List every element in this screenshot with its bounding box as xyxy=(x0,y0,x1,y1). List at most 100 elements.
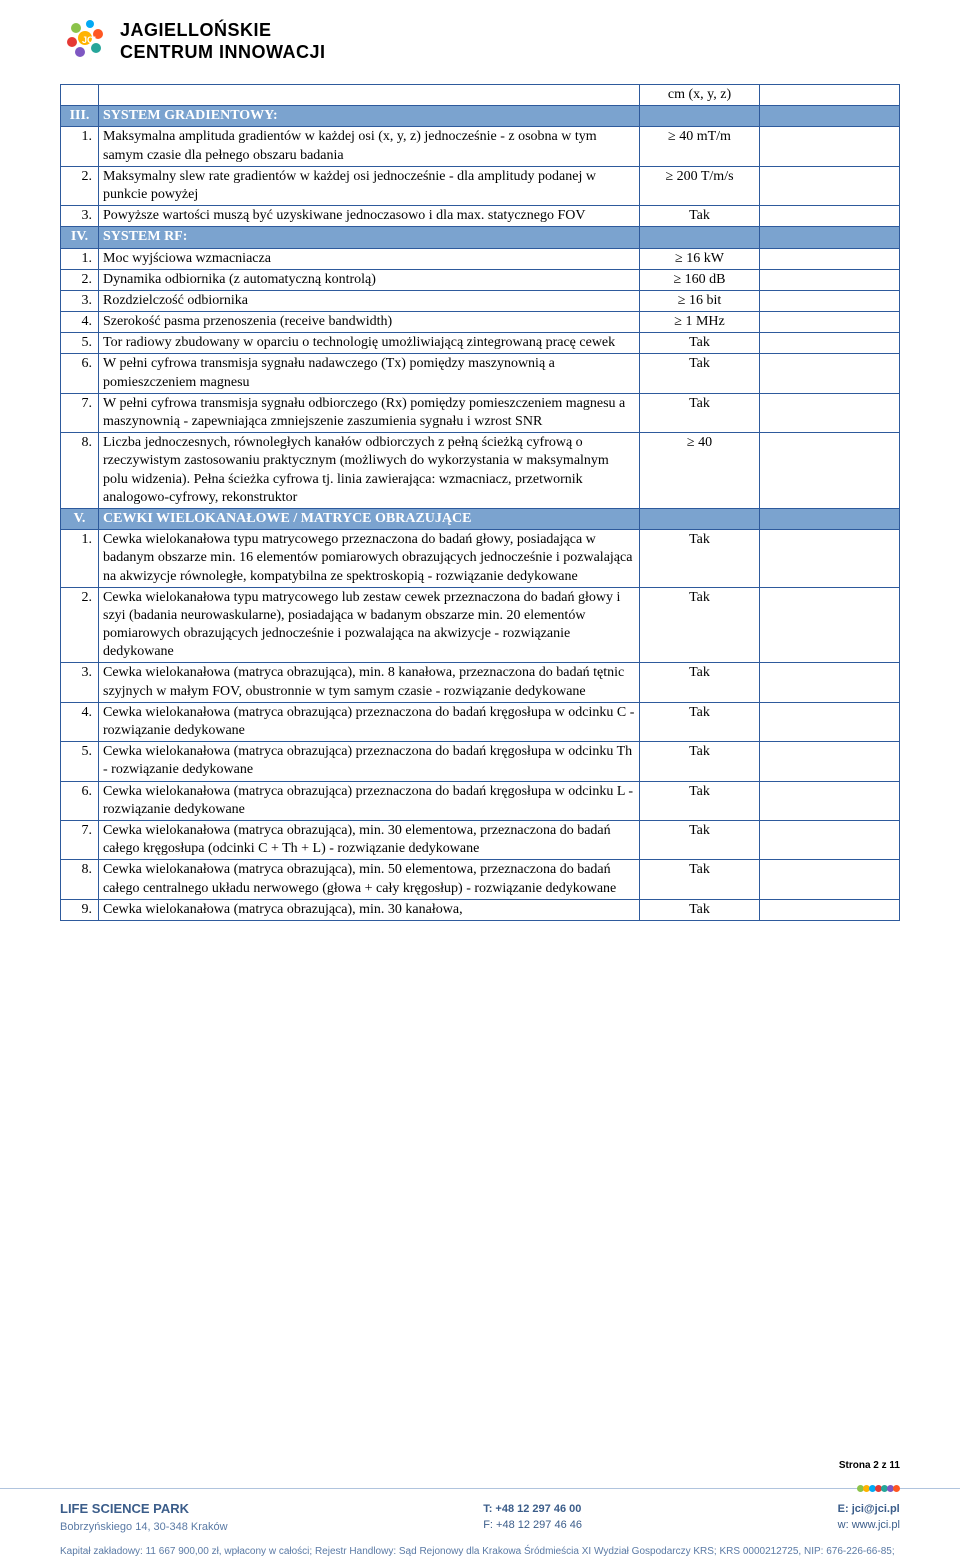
row-value: Tak xyxy=(640,742,760,781)
row-description: Cewka wielokanałowa (matryca obrazująca)… xyxy=(99,742,640,781)
section-header-iii: III. SYSTEM GRADIENTOWY: xyxy=(61,106,900,127)
row-number: 1. xyxy=(61,127,99,166)
row-description: Maksymalna amplituda gradientów w każdej… xyxy=(99,127,640,166)
section-title: SYSTEM RF: xyxy=(99,227,640,248)
row-blank xyxy=(760,702,900,741)
row-description: Maksymalny slew rate gradientów w każdej… xyxy=(99,166,640,205)
row-number: 9. xyxy=(61,899,99,920)
section-header-v: V. CEWKI WIELOKANAŁOWE / MATRYCE OBRAZUJ… xyxy=(61,508,900,529)
row-description: Dynamika odbiornika (z automatyczną kont… xyxy=(99,269,640,290)
row-value: ≥ 160 dB xyxy=(640,269,760,290)
section-num: IV. xyxy=(61,227,99,248)
row-number: 3. xyxy=(61,290,99,311)
footer-legal: Kapitał zakładowy: 11 667 900,00 zł, wpł… xyxy=(0,1541,960,1568)
spec-table: cm (x, y, z) III. SYSTEM GRADIENTOWY: 1.… xyxy=(60,84,900,921)
row-number: 8. xyxy=(61,433,99,509)
row-number: 5. xyxy=(61,742,99,781)
row-blank xyxy=(760,166,900,205)
table-row: 1.Cewka wielokanałowa typu matrycowego p… xyxy=(61,530,900,588)
table-row: 3.Rozdzielczość odbiornika≥ 16 bit xyxy=(61,290,900,311)
row-value: ≥ 16 kW xyxy=(640,248,760,269)
footer-phone: T: +48 12 297 46 00 F: +48 12 297 46 46 xyxy=(483,1501,582,1534)
row-blank xyxy=(760,269,900,290)
table-row: 7.W pełni cyfrowa transmisja sygnału odb… xyxy=(61,393,900,432)
table-row: 6.Cewka wielokanałowa (matryca obrazując… xyxy=(61,781,900,820)
row-value: ≥ 40 xyxy=(640,433,760,509)
row-description: Cewka wielokanałowa typu matrycowego prz… xyxy=(99,530,640,588)
table-row: 8.Liczba jednoczesnych, równoległych kan… xyxy=(61,433,900,509)
row-description: Cewka wielokanałowa typu matrycowego lub… xyxy=(99,587,640,663)
row-value: Tak xyxy=(640,663,760,702)
row-number: 4. xyxy=(61,702,99,741)
row-blank xyxy=(760,393,900,432)
row-value: Tak xyxy=(640,393,760,432)
table-row: 4.Szerokość pasma przenoszenia (receive … xyxy=(61,312,900,333)
row-value: Tak xyxy=(640,702,760,741)
row-number: 8. xyxy=(61,860,99,899)
row-number: 6. xyxy=(61,354,99,393)
table-row: cm (x, y, z) xyxy=(61,85,900,106)
section-title: SYSTEM GRADIENTOWY: xyxy=(99,106,640,127)
section-title: CEWKI WIELOKANAŁOWE / MATRYCE OBRAZUJĄCE xyxy=(99,508,640,529)
table-row: 1.Moc wyjściowa wzmacniacza≥ 16 kW xyxy=(61,248,900,269)
table-row: 9.Cewka wielokanałowa (matryca obrazując… xyxy=(61,899,900,920)
row-blank xyxy=(760,333,900,354)
footer-dots-icon xyxy=(0,1478,960,1488)
table-row: 7.Cewka wielokanałowa (matryca obrazując… xyxy=(61,820,900,859)
table-row: 3.Cewka wielokanałowa (matryca obrazując… xyxy=(61,663,900,702)
row-value: Tak xyxy=(640,206,760,227)
row-description: Cewka wielokanałowa (matryca obrazująca)… xyxy=(99,860,640,899)
row-blank xyxy=(760,663,900,702)
table-row: 6.W pełni cyfrowa transmisja sygnału nad… xyxy=(61,354,900,393)
page-number: Strona 2 z 11 xyxy=(0,1459,960,1478)
page-footer: Strona 2 z 11 LIFE SCIENCE PARK Bobrzyńs… xyxy=(0,1459,960,1568)
row-value: ≥ 16 bit xyxy=(640,290,760,311)
jci-logo-icon: JCI xyxy=(60,14,110,64)
row-value: Tak xyxy=(640,333,760,354)
row-description: Cewka wielokanałowa (matryca obrazująca)… xyxy=(99,781,640,820)
row-number: 7. xyxy=(61,820,99,859)
table-row: 5.Tor radiowy zbudowany w oparciu o tech… xyxy=(61,333,900,354)
top-cell: cm (x, y, z) xyxy=(640,85,760,106)
row-description: Cewka wielokanałowa (matryca obrazująca)… xyxy=(99,663,640,702)
row-number: 2. xyxy=(61,269,99,290)
row-blank xyxy=(760,206,900,227)
row-description: Liczba jednoczesnych, równoległych kanał… xyxy=(99,433,640,509)
row-blank xyxy=(760,312,900,333)
row-value: ≥ 200 T/m/s xyxy=(640,166,760,205)
table-row: 8.Cewka wielokanałowa (matryca obrazując… xyxy=(61,860,900,899)
row-blank xyxy=(760,433,900,509)
brand-header: JCI JAGIELLOŃSKIE CENTRUM INNOWACJI xyxy=(60,20,900,64)
row-description: Cewka wielokanałowa (matryca obrazująca)… xyxy=(99,820,640,859)
brand-line2: CENTRUM INNOWACJI xyxy=(120,42,326,64)
row-blank xyxy=(760,248,900,269)
row-number: 3. xyxy=(61,663,99,702)
row-blank xyxy=(760,860,900,899)
table-row: 3.Powyższe wartości muszą być uzyskiwane… xyxy=(61,206,900,227)
row-description: Powyższe wartości muszą być uzyskiwane j… xyxy=(99,206,640,227)
footer-contact: E: jci@jci.pl w: www.jci.pl xyxy=(838,1501,900,1534)
row-number: 3. xyxy=(61,206,99,227)
row-value: Tak xyxy=(640,860,760,899)
row-description: Moc wyjściowa wzmacniacza xyxy=(99,248,640,269)
table-row: 5.Cewka wielokanałowa (matryca obrazując… xyxy=(61,742,900,781)
table-row: 2.Maksymalny slew rate gradientów w każd… xyxy=(61,166,900,205)
row-description: Cewka wielokanałowa (matryca obrazująca)… xyxy=(99,702,640,741)
table-row: 2.Dynamika odbiornika (z automatyczną ko… xyxy=(61,269,900,290)
section-num: V. xyxy=(61,508,99,529)
row-number: 1. xyxy=(61,248,99,269)
row-value: Tak xyxy=(640,899,760,920)
row-description: W pełni cyfrowa transmisja sygnału nadaw… xyxy=(99,354,640,393)
row-blank xyxy=(760,290,900,311)
section-header-iv: IV. SYSTEM RF: xyxy=(61,227,900,248)
row-value: Tak xyxy=(640,530,760,588)
row-value: ≥ 1 MHz xyxy=(640,312,760,333)
row-description: Rozdzielczość odbiornika xyxy=(99,290,640,311)
row-value: Tak xyxy=(640,820,760,859)
row-number: 6. xyxy=(61,781,99,820)
row-blank xyxy=(760,587,900,663)
section-num: III. xyxy=(61,106,99,127)
row-blank xyxy=(760,781,900,820)
brand-text: JAGIELLOŃSKIE CENTRUM INNOWACJI xyxy=(120,20,326,63)
table-row: 2.Cewka wielokanałowa typu matrycowego l… xyxy=(61,587,900,663)
